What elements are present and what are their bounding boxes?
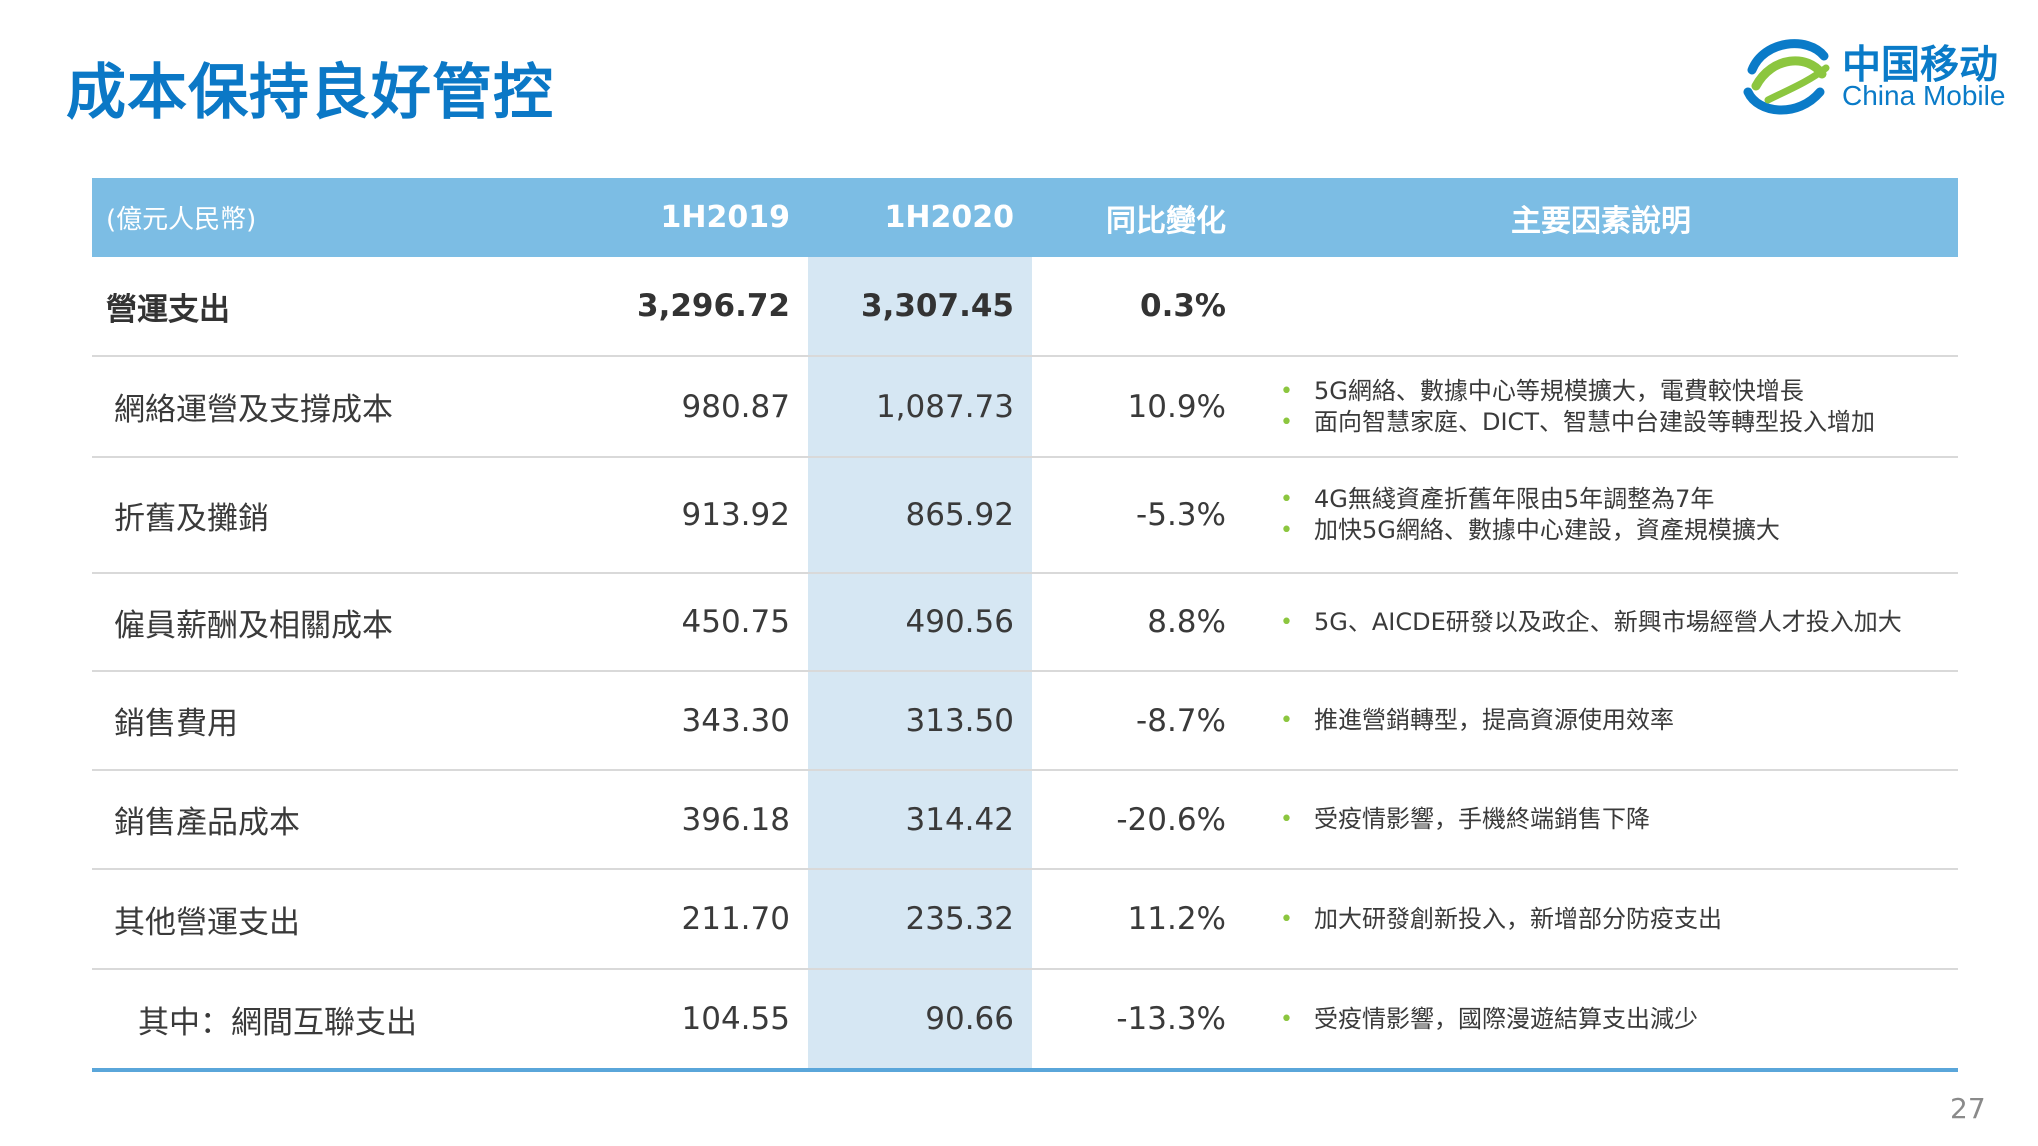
factor-text: 加大研發創新投入，新增部分防疫支出 [1314,904,1722,933]
value-1h2020: 90.66 [808,969,1032,1072]
factor-item: • 受疫情影響，手機終端銷售下降 [1276,804,1940,835]
factor-item: • 加快5G網絡、數據中心建設，資產規模擴大 [1276,515,1940,546]
cost-table-container: (億元人民幣) 1H2019 1H2020 同比變化 主要因素說明 營運支出 3… [92,178,1958,1072]
factor-text: 面向智慧家庭、DICT、智慧中台建設等轉型投入增加 [1314,407,1875,436]
value-1h2019: 3,296.72 [586,257,808,357]
value-1h2019: 104.55 [586,969,808,1072]
factors-cell: • 5G、AICDE研發以及政企、新興市場經營人才投入加大 [1244,573,1958,672]
table-row: 其中：網間互聯支出 104.55 90.66 -13.3% • 受疫情影響，國際漫… [92,969,1958,1072]
factor-item: • 受疫情影響，國際漫遊結算支出減少 [1276,1004,1940,1035]
table-row: 營運支出 3,296.72 3,307.45 0.3% [92,257,1958,357]
factors-cell: • 推進營銷轉型，提高資源使用效率 [1244,671,1958,771]
value-yoy-change: -13.3% [1032,969,1244,1072]
factor-text: 受疫情影響，國際漫遊結算支出減少 [1314,1004,1698,1033]
bullet-icon: • [1280,1006,1293,1032]
factor-item: • 5G網絡、數據中心等規模擴大，電費較快增長 [1276,376,1940,407]
factor-item: • 4G無綫資產折舊年限由5年調整為7年 [1276,484,1940,515]
factor-item: • 面向智慧家庭、DICT、智慧中台建設等轉型投入增加 [1276,407,1940,438]
value-1h2020: 865.92 [808,457,1032,574]
factors-cell [1244,257,1958,357]
factors-cell: • 受疫情影響，手機終端銷售下降 [1244,770,1958,870]
factors-cell: • 4G無綫資產折舊年限由5年調整為7年 • 加快5G網絡、數據中心建設，資產規模擴… [1244,457,1958,574]
bullet-icon: • [1280,378,1293,404]
header-main-factors: 主要因素說明 [1511,203,1691,239]
value-1h2019: 343.30 [586,671,808,771]
value-1h2020: 490.56 [808,573,1032,672]
factor-text: 4G無綫資產折舊年限由5年調整為7年 [1314,485,1715,513]
factors-cell: • 受疫情影響，國際漫遊結算支出減少 [1244,969,1958,1072]
value-1h2020: 235.32 [808,869,1032,970]
logo-text-en: China Mobile [1842,80,2006,111]
header-1h2019: 1H2019 [660,200,790,235]
page-number: 27 [1950,1092,1986,1125]
row-label: 銷售產品成本 [92,770,586,870]
value-yoy-change: -8.7% [1032,671,1244,771]
china-mobile-logo: 中国移动 China Mobile [1738,30,2008,120]
factor-text: 加快5G網絡、數據中心建設，資產規模擴大 [1314,516,1780,544]
bullet-icon: • [1280,807,1293,832]
bullet-icon: • [1280,906,1293,932]
bullet-icon: • [1280,409,1293,435]
bullet-icon: • [1280,609,1293,635]
value-1h2019: 396.18 [586,770,808,870]
row-label: 網絡運營及支撐成本 [92,356,586,458]
table-row: 銷售產品成本 396.18 314.42 -20.6% • 受疫情影響，手機終端銷… [92,770,1958,870]
value-1h2020: 3,307.45 [808,257,1032,357]
factor-text: 5G、AICDE研發以及政企、新興市場經營人才投入加大 [1314,607,1902,636]
value-1h2019: 450.75 [586,573,808,672]
value-yoy-change: -5.3% [1032,457,1244,574]
row-label: 銷售費用 [92,671,586,771]
value-1h2019: 913.92 [586,457,808,574]
factors-cell: • 5G網絡、數據中心等規模擴大，電費較快增長 • 面向智慧家庭、DICT、智慧中台… [1244,356,1958,458]
factors-cell: • 加大研發創新投入，新增部分防疫支出 [1244,869,1958,970]
table-row: 折舊及攤銷 913.92 865.92 -5.3% • 4G無綫資產折舊年限由5年… [92,457,1958,574]
row-label: 折舊及攤銷 [92,457,586,574]
factor-item: • 5G、AICDE研發以及政企、新興市場經營人才投入加大 [1276,607,1940,638]
factor-text: 受疫情影響，手機終端銷售下降 [1314,805,1650,833]
row-label: 營運支出 [92,257,586,357]
value-1h2020: 1,087.73 [808,356,1032,458]
table-header-row: (億元人民幣) 1H2019 1H2020 同比變化 主要因素說明 [92,178,1958,257]
bullet-icon: • [1280,708,1293,733]
table-row: 銷售費用 343.30 313.50 -8.7% • 推進營銷轉型，提高資源使用效… [92,671,1958,771]
table-row: 網絡運營及支撐成本 980.87 1,087.73 10.9% • 5G網絡、數據… [92,356,1958,458]
header-unit: (億元人民幣) [106,205,257,235]
row-label: 僱員薪酬及相關成本 [92,573,586,672]
value-1h2019: 980.87 [586,356,808,458]
table-row: 其他營運支出 211.70 235.32 11.2% • 加大研發創新投入，新增部… [92,869,1958,970]
header-1h2020: 1H2020 [884,200,1014,235]
value-1h2020: 314.42 [808,770,1032,870]
factor-text: 5G網絡、數據中心等規模擴大，電費較快增長 [1314,376,1804,405]
factor-item: • 加大研發創新投入，新增部分防疫支出 [1276,904,1940,935]
value-yoy-change: 11.2% [1032,869,1244,970]
value-yoy-change: 8.8% [1032,573,1244,672]
value-1h2019: 211.70 [586,869,808,970]
factor-item: • 推進營銷轉型，提高資源使用效率 [1276,705,1940,736]
cost-table: (億元人民幣) 1H2019 1H2020 同比變化 主要因素說明 營運支出 3… [92,178,1958,1072]
bullet-icon: • [1280,518,1293,543]
row-label: 其中：網間互聯支出 [92,969,586,1072]
value-yoy-change: 10.9% [1032,356,1244,458]
logo-text-cn: 中国移动 [1842,43,1999,88]
slide-title: 成本保持良好管控 [66,58,554,128]
row-label: 其他營運支出 [92,869,586,970]
table-row: 僱員薪酬及相關成本 450.75 490.56 8.8% • 5G、AICDE研發… [92,573,1958,672]
china-mobile-logo-icon [1743,39,1830,115]
factor-text: 推進營銷轉型，提高資源使用效率 [1314,706,1674,734]
value-1h2020: 313.50 [808,671,1032,771]
value-yoy-change: 0.3% [1032,257,1244,357]
value-yoy-change: -20.6% [1032,770,1244,870]
header-yoy-change: 同比變化 [1106,203,1226,239]
bullet-icon: • [1280,487,1293,512]
